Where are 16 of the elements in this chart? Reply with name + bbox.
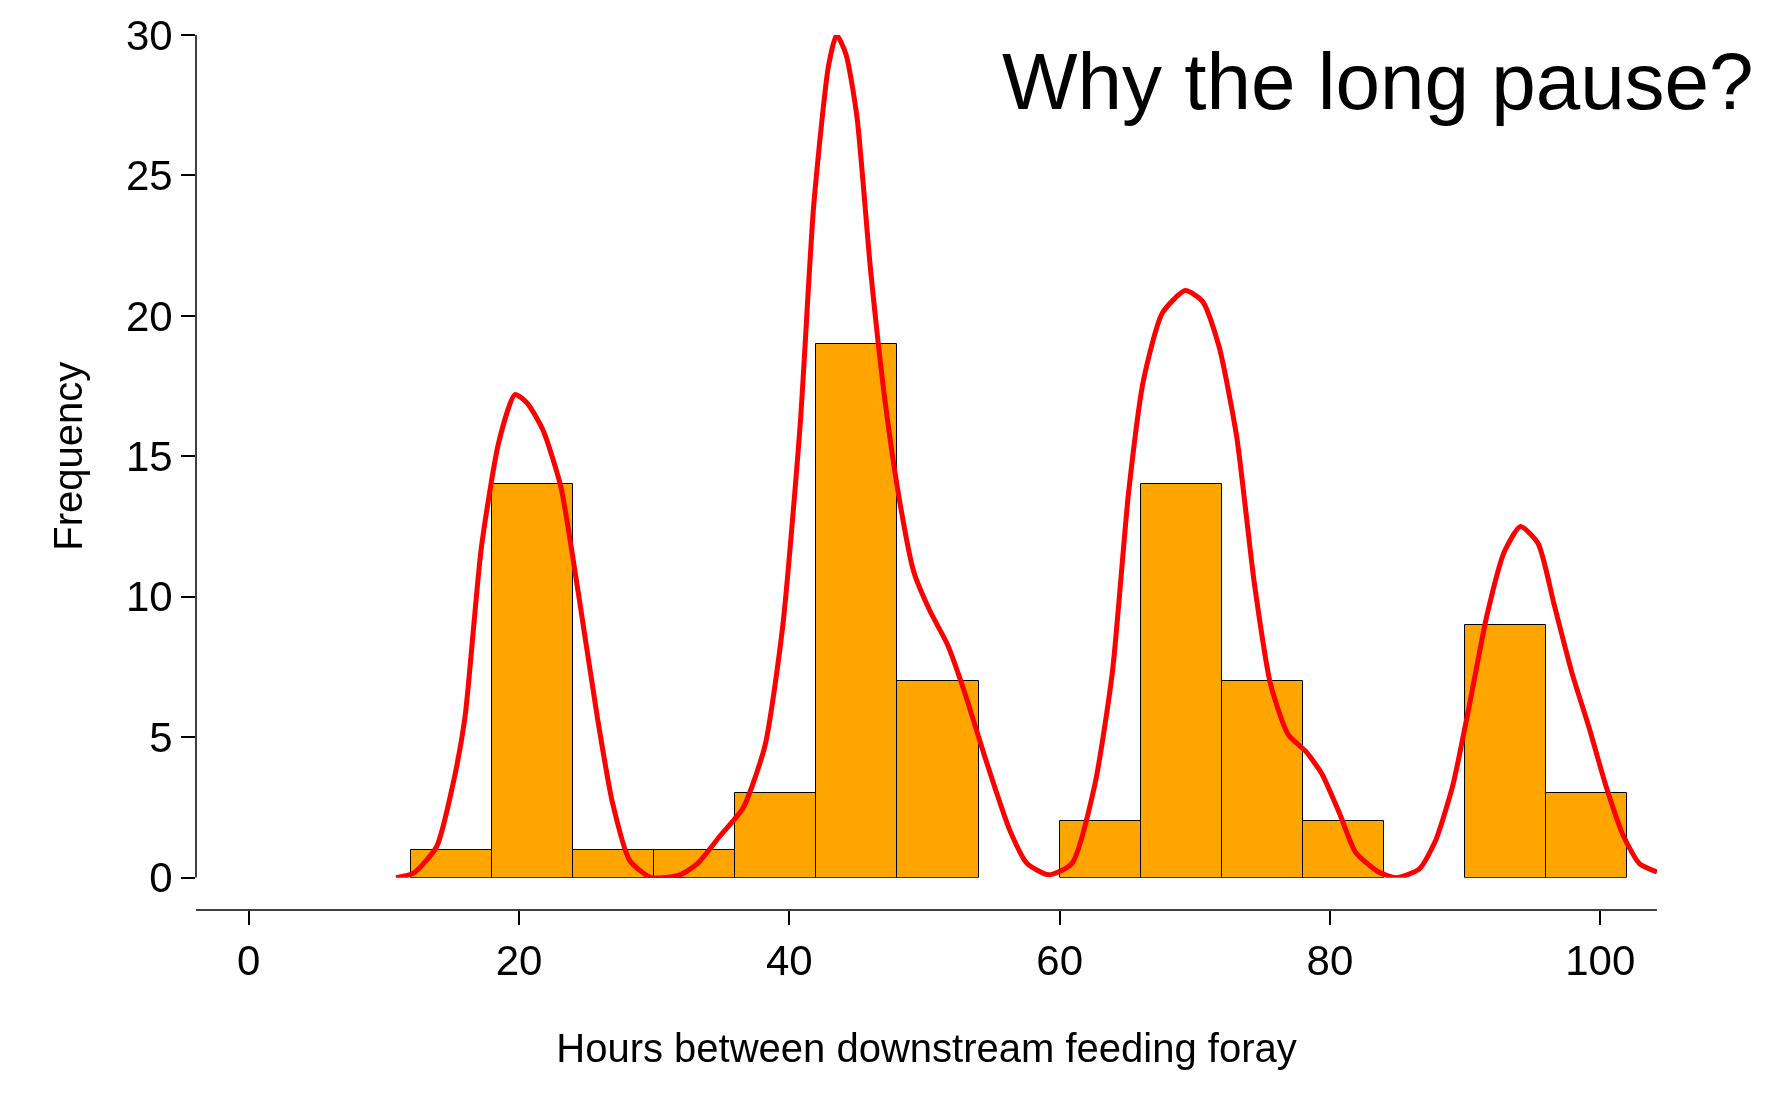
y-tick-label: 0	[149, 854, 173, 902]
x-tick-label: 40	[765, 937, 813, 985]
x-tick-label: 0	[237, 937, 261, 985]
y-tick-label: 10	[125, 573, 173, 621]
y-tick-label: 5	[149, 713, 173, 761]
x-tick-label: 80	[1306, 937, 1354, 985]
y-tick-label: 20	[125, 292, 173, 340]
y-tick-label: 15	[125, 433, 173, 481]
y-tick-label: 30	[125, 11, 173, 59]
chart-title: Why the long pause?	[1002, 37, 1754, 126]
x-axis-title: Hours between downstream feeding foray	[556, 1025, 1297, 1070]
x-tick-label: 100	[1565, 937, 1636, 985]
x-tick-label: 60	[1036, 937, 1083, 985]
x-tick-label: 20	[495, 937, 543, 985]
y-axis-title: Frequency	[46, 361, 91, 551]
y-tick-label: 25	[125, 152, 173, 200]
